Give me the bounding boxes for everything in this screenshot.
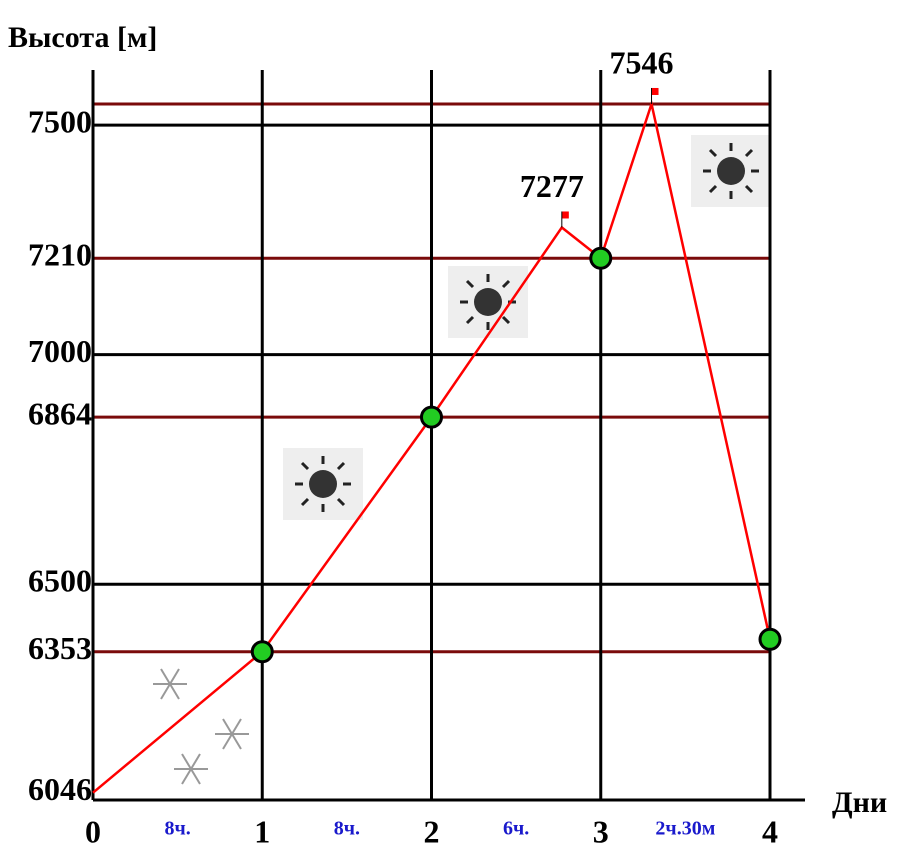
x-axis-label: Дни: [832, 786, 887, 819]
data-label: 7277: [520, 168, 584, 204]
x-tick-label: 2: [424, 813, 440, 849]
y-tick-label: 7500: [28, 103, 92, 139]
y-tick-label: 6864: [28, 395, 92, 431]
segment-label: 6ч.: [503, 818, 529, 840]
peak-flag: [651, 87, 659, 95]
x-tick-label: 4: [762, 813, 778, 849]
y-tick-label: 6046: [28, 771, 92, 807]
segment-label: 8ч.: [334, 818, 360, 840]
y-tick-label: 6353: [28, 630, 92, 666]
y-tick-label: 7000: [28, 333, 92, 369]
x-tick-label: 1: [254, 813, 270, 849]
data-label: 7546: [610, 44, 674, 80]
weather-icons: [153, 135, 771, 785]
x-tick-label: 0: [85, 813, 101, 849]
x-tick-label: 3: [593, 813, 609, 849]
segment-label: 8ч.: [164, 818, 190, 840]
y-tick-label: 7210: [28, 237, 92, 273]
point: [758, 627, 782, 651]
peak-flag: [561, 211, 569, 219]
chart-title: Высота [м]: [8, 21, 157, 54]
point: [420, 405, 443, 429]
point: [589, 246, 613, 270]
segment-label: 2ч.30м: [655, 818, 715, 840]
y-tick-label: 6500: [28, 563, 92, 599]
point: [250, 640, 274, 664]
